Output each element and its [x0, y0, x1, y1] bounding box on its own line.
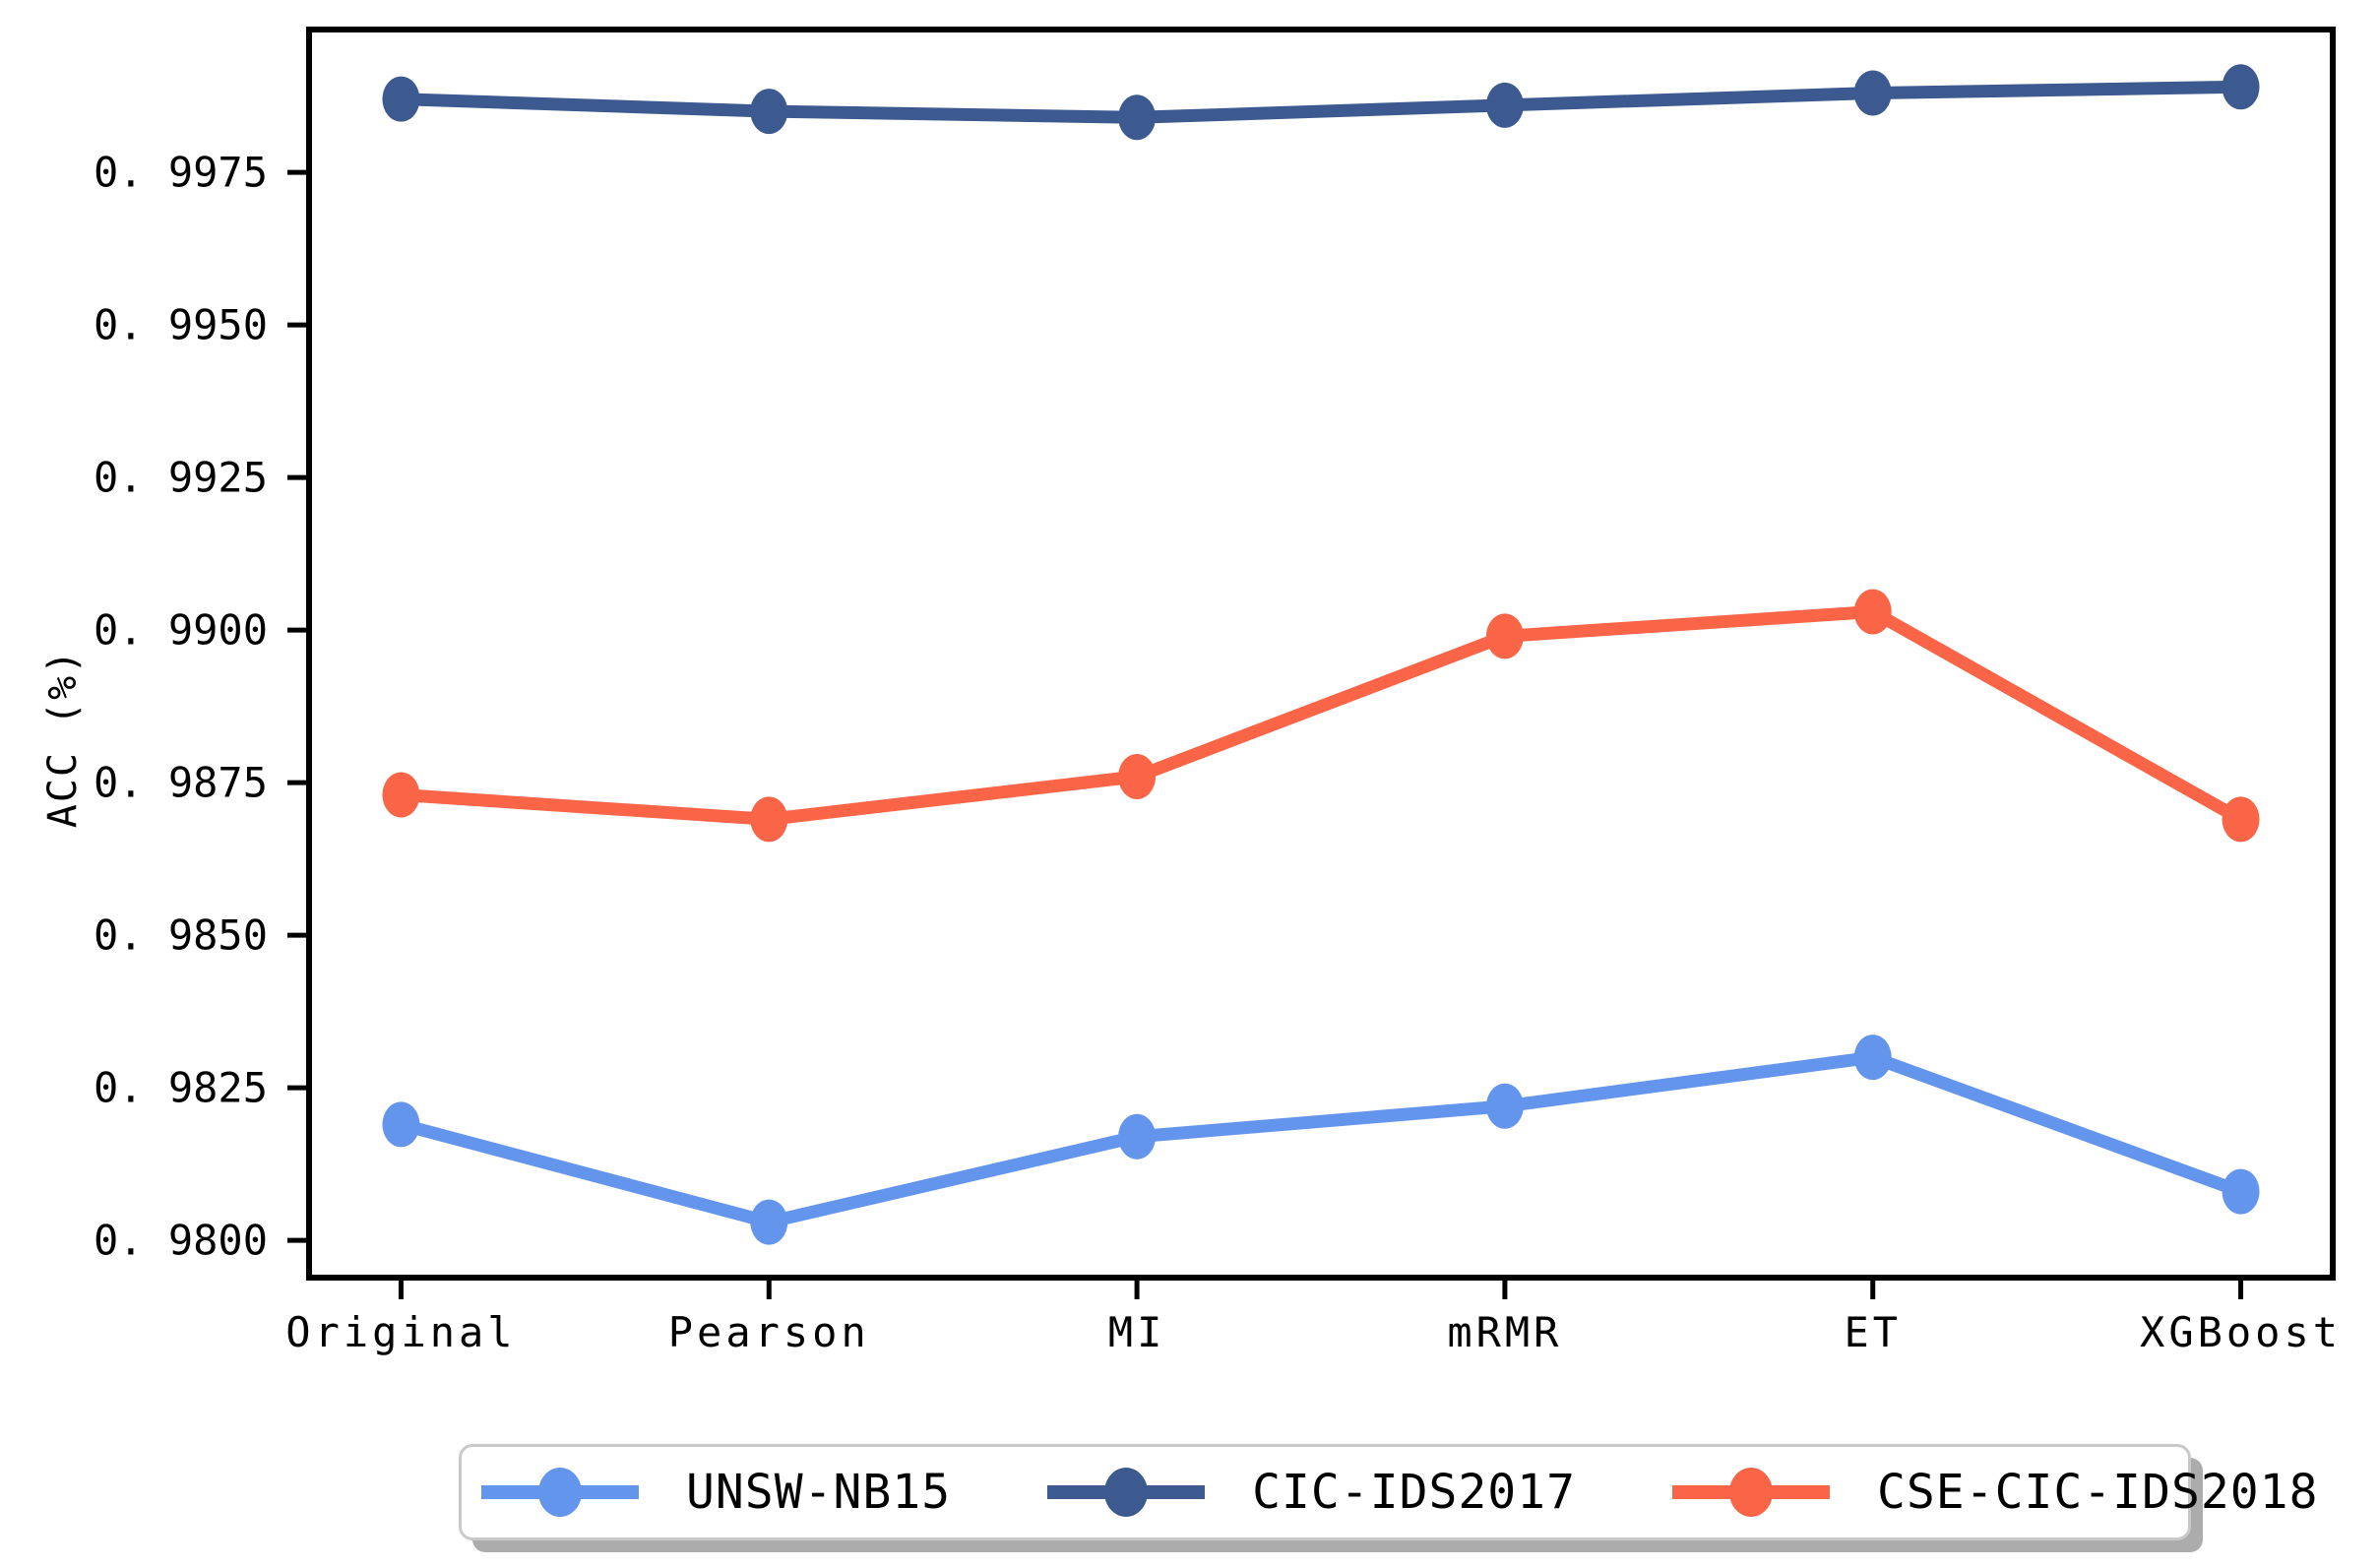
x-tick-label: Pearson [668, 1308, 870, 1356]
data-point-cic-ids2017-pearson [750, 89, 788, 135]
legend-item-cse-cic-ids2018: CSE-CIC-IDS2018 [1668, 1460, 2318, 1525]
y-tick-label: 0. 9900 [94, 606, 268, 655]
data-point-unsw-nb15-pearson [750, 1199, 788, 1245]
x-tick-label: mRMR [1447, 1308, 1562, 1356]
data-point-unsw-nb15-mi [1118, 1113, 1157, 1160]
legend-item-cic-ids2017: CIC-IDS2017 [1043, 1460, 1576, 1525]
y-axis-label: ACC (%) [40, 648, 86, 829]
y-tick-label: 0. 9800 [94, 1217, 268, 1265]
data-point-cse-cic-ids2018-original [382, 772, 420, 818]
data-point-cic-ids2017-mrmr [1485, 82, 1524, 128]
legend-marker-icon [481, 1468, 639, 1517]
data-point-cic-ids2017-mi [1118, 94, 1157, 141]
y-tick-label: 0. 9825 [94, 1064, 268, 1112]
x-tick-label: MI [1108, 1308, 1166, 1356]
legend-label: CSE-CIC-IDS2018 [1876, 1465, 2319, 1520]
y-tick-label: 0. 9925 [94, 454, 268, 502]
data-point-cic-ids2017-et [1853, 70, 1892, 116]
y-tick-label: 0. 9875 [94, 759, 268, 807]
x-tick-label: XGBoost [2140, 1308, 2342, 1356]
plot-border [306, 27, 2336, 1281]
data-point-unsw-nb15-xgboost [2222, 1168, 2260, 1215]
data-point-cse-cic-ids2018-mrmr [1485, 613, 1524, 659]
legend-marker-icon [1047, 1468, 1206, 1517]
data-point-unsw-nb15-mrmr [1485, 1083, 1524, 1129]
data-point-cse-cic-ids2018-pearson [750, 796, 788, 843]
data-point-cic-ids2017-xgboost [2222, 64, 2260, 110]
series-line-unsw-nb15 [394, 1050, 2248, 1229]
series-line-cic-ids2017 [394, 80, 2248, 124]
data-point-cic-ids2017-original [382, 76, 420, 122]
data-point-cse-cic-ids2018-mi [1118, 753, 1157, 799]
series-line-cse-cic-ids2018 [394, 605, 2248, 826]
legend-marker-icon [1671, 1468, 1830, 1517]
y-tick-label: 0. 9975 [94, 149, 268, 197]
legend-label: CIC-IDS2017 [1252, 1465, 1576, 1520]
y-tick-label: 0. 9950 [94, 301, 268, 349]
x-tick-label: Original [285, 1308, 516, 1356]
data-point-unsw-nb15-et [1853, 1035, 1892, 1081]
data-point-cse-cic-ids2018-et [1853, 589, 1892, 635]
x-tick-label: ET [1844, 1308, 1902, 1356]
data-point-cse-cic-ids2018-xgboost [2222, 796, 2260, 843]
legend-item-unsw-nb15: UNSW-NB15 [477, 1460, 951, 1525]
legend-label: UNSW-NB15 [686, 1465, 952, 1520]
legend-box: UNSW-NB15 CIC-IDS2017 CSE-CIC-IDS2018 [459, 1444, 2317, 1540]
y-tick-label: 0. 9850 [94, 911, 268, 960]
data-point-unsw-nb15-original [382, 1101, 420, 1148]
